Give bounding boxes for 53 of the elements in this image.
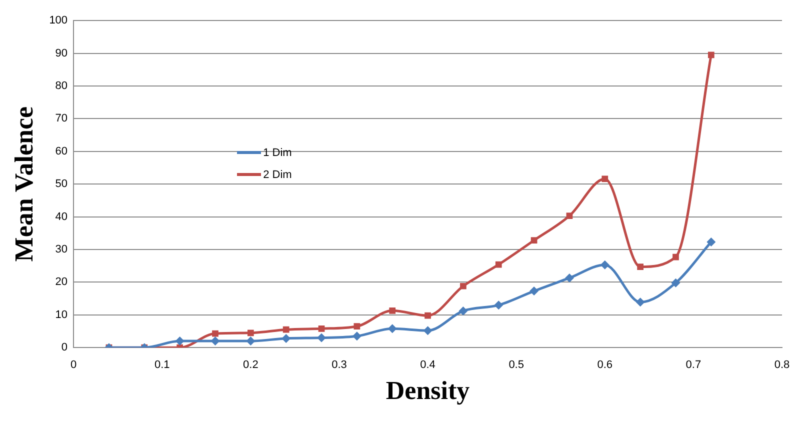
point	[458, 306, 468, 316]
x-tick-label: 0	[70, 359, 77, 372]
point	[636, 298, 645, 307]
point	[424, 312, 431, 319]
point	[530, 286, 539, 296]
point	[352, 332, 362, 341]
point	[423, 326, 432, 336]
point	[246, 336, 256, 346]
y-tick-label: 60	[55, 145, 68, 158]
point	[175, 336, 184, 346]
point	[602, 176, 608, 182]
x-tick-label: 0.6	[597, 359, 613, 372]
point	[564, 273, 574, 282]
y-tick-label: 20	[55, 276, 68, 288]
point	[566, 212, 573, 219]
point	[494, 300, 504, 310]
point	[388, 324, 397, 334]
y-tick-label: 70	[55, 112, 68, 125]
y-tick-label: 50	[55, 178, 68, 190]
point	[389, 307, 396, 314]
legend-label: 2 Dim	[263, 168, 292, 181]
y-tick-label: 80	[55, 80, 68, 92]
x-tick-label: 0.1	[154, 359, 170, 372]
point	[706, 237, 716, 246]
x-tick-label: 0.3	[332, 359, 347, 372]
x-tick-label: 0.4	[420, 359, 436, 372]
point	[460, 282, 466, 290]
y-tick-label: 100	[49, 14, 68, 27]
y-tick-label: 30	[55, 244, 68, 256]
point	[354, 323, 360, 330]
y-axis-title: Mean Valence	[9, 106, 38, 262]
x-tick-label: 0.2	[243, 359, 258, 372]
x-axis-title: Density	[386, 376, 470, 406]
point	[671, 278, 680, 288]
point	[600, 260, 610, 270]
y-tick-label: 90	[55, 47, 68, 60]
point	[247, 330, 254, 336]
point	[282, 326, 290, 333]
point	[210, 336, 220, 346]
point	[708, 52, 714, 58]
point	[495, 261, 502, 268]
x-tick-label: 0.8	[774, 359, 790, 372]
point	[672, 254, 679, 260]
point	[530, 237, 538, 244]
legend-label: 1 Dim	[263, 146, 292, 159]
point	[212, 330, 218, 337]
x-tick-label: 0.5	[508, 359, 524, 372]
point	[637, 264, 644, 270]
y-tick-label: 40	[55, 210, 68, 223]
y-tick-label: 0	[61, 342, 68, 354]
y-tick-label: 10	[55, 308, 68, 321]
point	[318, 325, 325, 332]
x-tick-label: 0.7	[686, 359, 702, 372]
